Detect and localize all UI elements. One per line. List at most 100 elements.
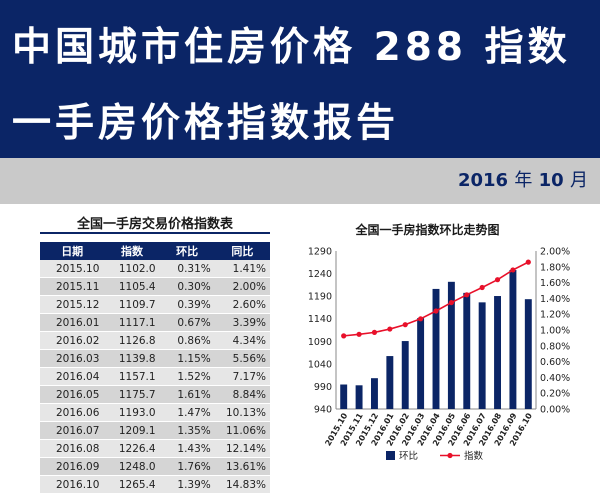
legend-swatch-mom bbox=[386, 451, 395, 460]
report-title-line2: 一手房价格指数报告 bbox=[12, 101, 400, 146]
cell-index: 1117.1 bbox=[104, 313, 160, 332]
mom-bar bbox=[509, 269, 517, 409]
cell-mom: 1.15% bbox=[159, 349, 215, 368]
report-title-line1: 中国城市住房价格 288 指数 bbox=[12, 25, 571, 70]
cell-date: 2016.09 bbox=[40, 457, 105, 476]
cell-index: 1265.4 bbox=[104, 475, 160, 494]
index-point bbox=[387, 326, 393, 332]
right-tick-label: 0.60% bbox=[540, 357, 570, 368]
table-row: 2015.12 1109.7 0.39% 2.60% bbox=[40, 295, 270, 314]
mom-bar bbox=[463, 292, 471, 409]
cell-index: 1226.4 bbox=[104, 439, 160, 458]
index-point bbox=[402, 322, 408, 328]
index-point bbox=[433, 308, 439, 314]
cell-mom: 1.47% bbox=[159, 403, 215, 422]
right-tick-label: 1.00% bbox=[540, 326, 570, 337]
cell-yoy: 14.83% bbox=[214, 475, 270, 494]
cell-index: 1157.1 bbox=[104, 367, 160, 386]
mom-bar bbox=[478, 302, 486, 409]
right-tick-label: 0.80% bbox=[540, 341, 570, 352]
mom-bar bbox=[432, 288, 440, 409]
index-point bbox=[341, 333, 347, 339]
right-tick-label: 1.40% bbox=[540, 294, 570, 305]
mom-bar bbox=[524, 299, 532, 409]
index-point bbox=[356, 331, 362, 337]
chart-title: 全国一手房指数环比走势图 bbox=[355, 223, 500, 237]
table-row: 2016.03 1139.8 1.15% 5.56% bbox=[40, 349, 270, 368]
mom-bar bbox=[355, 385, 363, 409]
header-index: 指数 bbox=[104, 242, 160, 260]
cell-mom: 0.39% bbox=[159, 295, 215, 314]
cell-index: 1102.0 bbox=[104, 260, 160, 278]
cell-mom: 1.35% bbox=[159, 421, 215, 440]
cell-index: 1109.7 bbox=[104, 295, 160, 314]
cell-mom: 0.67% bbox=[159, 313, 215, 332]
table-title: 全国一手房交易价格指数表 bbox=[76, 217, 233, 232]
cell-yoy: 7.17% bbox=[214, 367, 270, 386]
cell-date: 2016.04 bbox=[40, 367, 105, 386]
cell-yoy: 11.06% bbox=[214, 421, 270, 440]
index-point bbox=[464, 292, 470, 298]
cell-yoy: 10.13% bbox=[214, 403, 270, 422]
cell-mom: 0.86% bbox=[159, 331, 215, 350]
cell-mom: 0.31% bbox=[159, 260, 215, 278]
report-month-unit: 月 bbox=[570, 170, 588, 191]
cell-yoy: 2.00% bbox=[214, 277, 270, 296]
legend-label-mom: 环比 bbox=[399, 450, 418, 462]
cell-yoy: 4.34% bbox=[214, 331, 270, 350]
index-point bbox=[371, 329, 378, 335]
cell-index: 1248.0 bbox=[104, 457, 160, 476]
cell-date: 2016.07 bbox=[40, 421, 105, 440]
cell-date: 2015.10 bbox=[40, 260, 105, 278]
table-row: 2016.05 1175.7 1.61% 8.84% bbox=[40, 385, 270, 404]
left-tick-label: 990 bbox=[314, 382, 332, 393]
left-tick-label: 1240 bbox=[308, 269, 332, 280]
cell-yoy: 5.56% bbox=[214, 349, 270, 368]
left-tick-label: 1040 bbox=[308, 359, 332, 370]
cell-mom: 1.76% bbox=[159, 457, 215, 476]
table-row: 2015.10 1102.0 0.31% 1.41% bbox=[40, 260, 270, 278]
left-tick-label: 1290 bbox=[308, 247, 332, 258]
report-year: 2016 bbox=[457, 170, 509, 191]
report-year-unit: 年 bbox=[514, 170, 533, 191]
table-row: 2016.06 1193.0 1.47% 10.13% bbox=[40, 403, 270, 422]
header-mom: 环比 bbox=[159, 242, 215, 260]
cell-date: 2016.02 bbox=[40, 331, 105, 350]
cell-yoy: 12.14% bbox=[214, 439, 270, 458]
cell-yoy: 3.39% bbox=[214, 313, 270, 332]
table-row: 2016.10 1265.4 1.39% 14.83% bbox=[40, 475, 270, 494]
mom-bar bbox=[386, 356, 394, 409]
cell-date: 2016.10 bbox=[40, 475, 105, 494]
cell-yoy: 2.60% bbox=[214, 295, 270, 314]
table-row: 2016.02 1126.8 0.86% 4.34% bbox=[40, 331, 270, 350]
table-row: 2015.11 1105.4 0.30% 2.00% bbox=[40, 277, 270, 296]
index-point bbox=[494, 277, 501, 283]
cell-index: 1126.8 bbox=[104, 331, 160, 350]
table-title-rule bbox=[40, 232, 270, 234]
cell-index: 1139.8 bbox=[104, 349, 160, 368]
header-banner: 中国城市住房价格 288 指数 一手房价格指数报告 bbox=[0, 0, 600, 158]
cell-date: 2015.11 bbox=[40, 277, 105, 296]
date-band bbox=[0, 158, 600, 204]
table-row: 2016.01 1117.1 0.67% 3.39% bbox=[40, 313, 270, 332]
right-tick-label: 0.20% bbox=[540, 389, 570, 400]
left-tick-label: 1190 bbox=[308, 292, 332, 303]
index-point bbox=[479, 284, 485, 291]
cell-date: 2016.03 bbox=[40, 349, 105, 368]
mom-bar bbox=[447, 281, 455, 409]
cell-mom: 1.43% bbox=[159, 439, 215, 458]
cell-yoy: 1.41% bbox=[214, 260, 270, 278]
left-tick-label: 1090 bbox=[308, 337, 332, 348]
right-tick-label: 0.40% bbox=[540, 373, 570, 384]
legend-marker-index bbox=[447, 452, 453, 459]
mom-bar bbox=[494, 296, 501, 409]
cell-index: 1105.4 bbox=[104, 277, 160, 296]
mom-bar bbox=[340, 384, 348, 409]
right-tick-label: 2.00% bbox=[540, 247, 570, 258]
cell-index: 1209.1 bbox=[104, 421, 160, 440]
right-tick-label: 1.80% bbox=[540, 262, 570, 273]
cell-mom: 1.52% bbox=[159, 367, 215, 386]
index-point bbox=[418, 316, 424, 322]
cell-mom: 0.30% bbox=[159, 277, 215, 296]
index-chart: 940 990 1040 1090 1140 1190 1240 1290 0.00% 0.20%… bbox=[308, 247, 570, 463]
